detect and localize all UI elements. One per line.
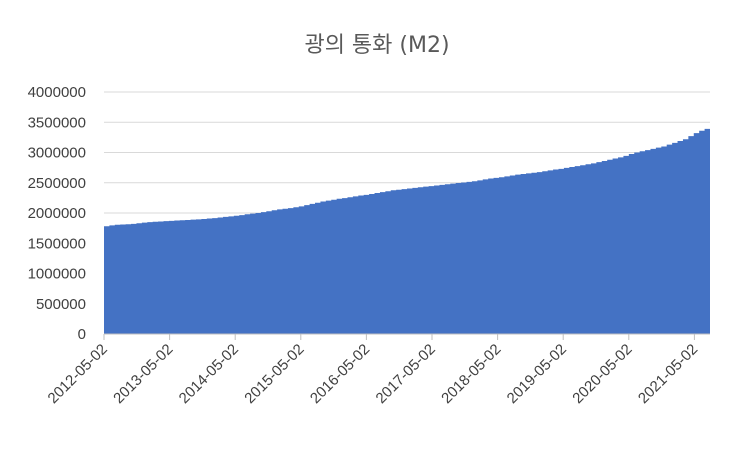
y-tick-label: 3500000 [28, 114, 86, 131]
x-tick-label: 2021-05-02 [635, 341, 701, 407]
y-tick-label: 2000000 [28, 205, 86, 222]
x-tick-label: 2020-05-02 [569, 341, 635, 407]
x-tick-label: 2017-05-02 [373, 341, 439, 407]
x-tick-label: 2013-05-02 [110, 341, 176, 407]
x-tick-label: 2019-05-02 [504, 341, 570, 407]
x-axis-ticks: 2012-05-02 2013-05-02 2014-05-02 2015-05-02… [45, 334, 701, 407]
x-tick-label: 2014-05-02 [176, 341, 242, 407]
y-axis-ticks: 0 500000 1000000 1500000 2000000 2500000 30000… [28, 84, 86, 343]
y-tick-label: 3000000 [28, 145, 86, 162]
area-series [104, 128, 710, 334]
x-tick-label: 2015-05-02 [241, 341, 307, 407]
y-tick-label: 1500000 [28, 235, 86, 252]
chart-title: 광의 통화 (M2) [304, 33, 449, 58]
y-tick-label: 4000000 [28, 84, 86, 101]
y-tick-label: 1000000 [28, 266, 86, 283]
x-tick-label: 2016-05-02 [307, 341, 373, 407]
y-tick-label: 2500000 [28, 175, 86, 192]
x-tick-label: 2012-05-02 [45, 341, 111, 407]
y-tick-label: 500000 [36, 296, 86, 313]
x-tick-label: 2018-05-02 [438, 341, 504, 407]
y-tick-label: 0 [78, 326, 86, 343]
plot-area [104, 128, 710, 334]
